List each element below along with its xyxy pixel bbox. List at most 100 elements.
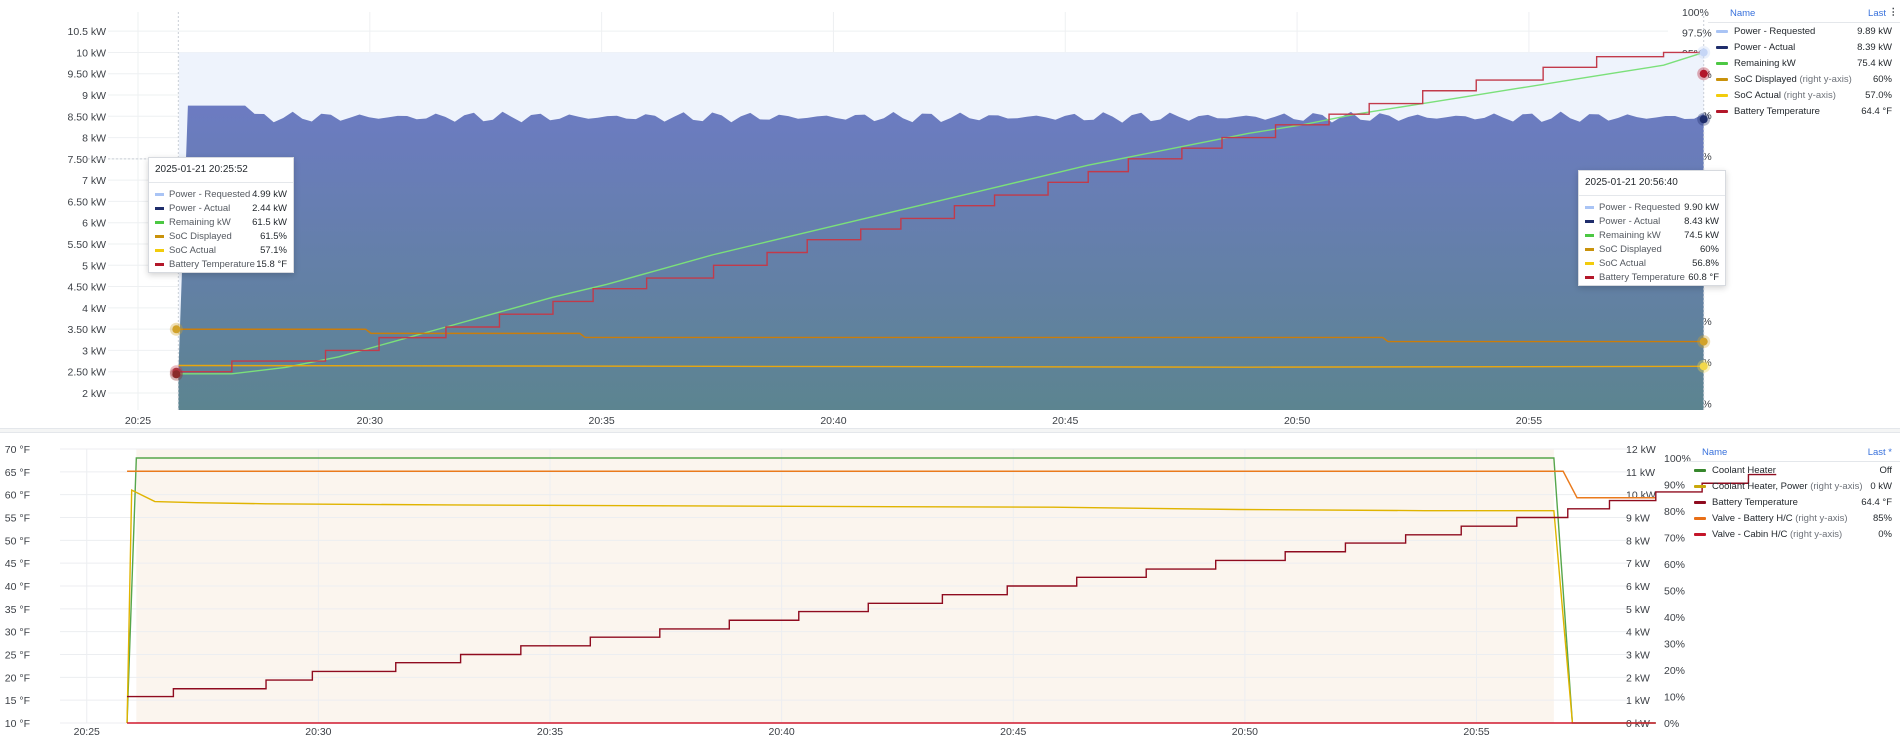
tooltip-series-name: Battery Temperature [1599, 272, 1685, 283]
tooltip-swatch [1585, 234, 1594, 237]
legend-item-name: Coolant Heater, Power (right y-axis) [1712, 481, 1863, 492]
x-tick-label: 20:35 [588, 415, 614, 427]
y-tick-label: 3 kW [82, 345, 106, 357]
legend-swatch [1716, 94, 1728, 97]
y-right-tick-label: 97.5% [1682, 28, 1712, 40]
x-tick-label: 20:50 [1284, 415, 1310, 427]
legend-axis-note: (right y-axis) [1787, 529, 1843, 540]
legend-item-name: Valve - Cabin H/C (right y-axis) [1712, 529, 1842, 540]
tooltip-swatch [155, 193, 164, 196]
legend-header: Name Last [1708, 4, 1900, 23]
legend-item-label: Coolant Heater [1712, 465, 1776, 476]
legend-axis-note: (right y-axis) [1807, 481, 1863, 492]
legend-item[interactable]: Coolant Heater, Power (right y-axis) 0 kW [1686, 478, 1900, 494]
y-tick-label: 5.50 kW [67, 239, 106, 251]
legend-name-header[interactable]: Name [1730, 8, 1756, 19]
y-tick-label: 4.50 kW [67, 282, 106, 294]
x-tick-label: 20:55 [1516, 415, 1542, 427]
tooltip-divider [1579, 195, 1725, 196]
y-tick-label: 70 °F [5, 444, 30, 456]
charging-power-chart: 2 kW 2.50 kW 3 kW 3.50 kW 4 kW 4.50 kW 5 kW 5.5… [67, 7, 1712, 427]
tooltip-row: SoC Displayed 60% [1579, 242, 1725, 256]
legend-item-name: Remaining kW [1734, 58, 1796, 69]
tooltip-series-name: SoC Actual [1599, 258, 1646, 269]
tooltip-value: 60% [1699, 244, 1719, 255]
y-pct-tick-label: 60% [1664, 559, 1685, 571]
legend-item-name: SoC Actual (right y-axis) [1734, 90, 1836, 101]
y-tick-label: 4 kW [82, 303, 106, 315]
series-line-remaining-kw [178, 51, 1704, 375]
power-actual-area [178, 105, 1704, 410]
legend-item-last: 64.4 °F [1861, 497, 1892, 508]
tooltip-value: 56.8% [1692, 258, 1719, 269]
y-kw-tick-label: 1 kW [1626, 695, 1650, 707]
y-right-tick-label: 100% [1682, 7, 1709, 19]
legend-item-label: Valve - Cabin H/C [1712, 529, 1788, 540]
legend-name-header[interactable]: Name [1702, 447, 1728, 458]
chart-legend: Name Last ⋮ Power - Requested 9.89 kW Powe… [1708, 4, 1900, 118]
legend-item-last: Off [1879, 465, 1893, 476]
y-kw-tick-label: 0 kW [1626, 718, 1650, 730]
legend-swatch [1694, 501, 1706, 504]
y-pct-tick-label: 20% [1664, 665, 1685, 677]
legend-axis-note: (right y-axis) [1781, 90, 1836, 101]
x-tick-label: 20:25 [74, 726, 100, 738]
x-tick-label: 20:45 [1000, 726, 1026, 738]
y-kw-tick-label: 6 kW [1626, 581, 1650, 593]
y-pct-tick-label: 40% [1664, 612, 1685, 624]
y-pct-tick-label: 80% [1664, 506, 1685, 518]
y-tick-label: 8.50 kW [67, 111, 106, 123]
legend-item-label: Battery Temperature [1712, 497, 1798, 508]
legend-item[interactable]: Battery Temperature 64.4 °F [1686, 494, 1900, 510]
legend-header: Name Last * [1686, 443, 1900, 462]
tooltip-row: SoC Actual 57.1% [149, 243, 293, 257]
series-line-valve-battery-hc [127, 470, 1656, 499]
x-tick-label: 20:40 [768, 726, 794, 738]
legend-swatch [1716, 46, 1728, 49]
x-tick-label: 20:35 [537, 726, 563, 738]
legend-item[interactable]: Valve - Cabin H/C (right y-axis) 0% [1686, 526, 1900, 542]
y-pct-tick-label: 30% [1664, 639, 1685, 651]
series-line-battery-temperature [127, 473, 1777, 698]
y-tick-label: 30 °F [5, 627, 30, 639]
hover-point [1699, 362, 1708, 371]
tooltip-swatch [1585, 262, 1594, 265]
legend-menu-icon[interactable]: ⋮ [1888, 7, 1899, 18]
tooltip-series-name: Power - Actual [1599, 216, 1661, 227]
legend-item[interactable]: Coolant Heater Off [1686, 462, 1900, 478]
y-kw-tick-label: 9 kW [1626, 513, 1650, 525]
y-tick-label: 2.50 kW [67, 367, 106, 379]
hover-point [172, 370, 181, 379]
y-pct-tick-label: 10% [1664, 692, 1685, 704]
legend-item-last: 64.4 °F [1861, 106, 1892, 117]
legend-item[interactable]: SoC Actual (right y-axis) 57.0% [1708, 87, 1900, 103]
legend-item[interactable]: Power - Requested 9.89 kW [1708, 23, 1900, 39]
x-tick-label: 20:25 [125, 415, 151, 427]
legend-swatch [1694, 517, 1706, 520]
tooltip-row: SoC Actual 56.8% [1579, 256, 1725, 270]
x-tick-label: 20:40 [820, 415, 846, 427]
y-pct-tick-label: 50% [1664, 586, 1685, 598]
y-tick-label: 35 °F [5, 604, 30, 616]
legend-item[interactable]: Valve - Battery H/C (right y-axis) 85% [1686, 510, 1900, 526]
legend-item-last: 0 kW [1870, 481, 1892, 492]
y-tick-label: 7 kW [82, 175, 106, 187]
legend-item-name: SoC Displayed (right y-axis) [1734, 74, 1852, 85]
legend-item-label: Battery Temperature [1734, 106, 1820, 117]
legend-item[interactable]: Remaining kW 75.4 kW [1708, 55, 1900, 71]
legend-last-header[interactable]: Last * [1867, 447, 1892, 458]
tooltip-swatch [155, 235, 164, 238]
legend-item[interactable]: Power - Actual 8.39 kW [1708, 39, 1900, 55]
legend-last-header[interactable]: Last [1868, 8, 1886, 19]
tooltip-value: 60.8 °F [1688, 272, 1719, 283]
tooltip-value: 15.8 °F [256, 259, 287, 270]
legend-item-last: 85% [1872, 513, 1892, 524]
legend-item[interactable]: SoC Displayed (right y-axis) 60% [1708, 71, 1900, 87]
legend-item-label: SoC Displayed [1734, 74, 1797, 85]
y-tick-label: 3.50 kW [67, 324, 106, 336]
y-tick-label: 10 kW [76, 47, 106, 59]
legend-item[interactable]: Battery Temperature 64.4 °F [1708, 103, 1900, 119]
legend-axis-note: (right y-axis) [1792, 513, 1848, 524]
legend-item-label: Valve - Battery H/C [1712, 513, 1793, 524]
tooltip-value: 9.90 kW [1684, 202, 1719, 213]
